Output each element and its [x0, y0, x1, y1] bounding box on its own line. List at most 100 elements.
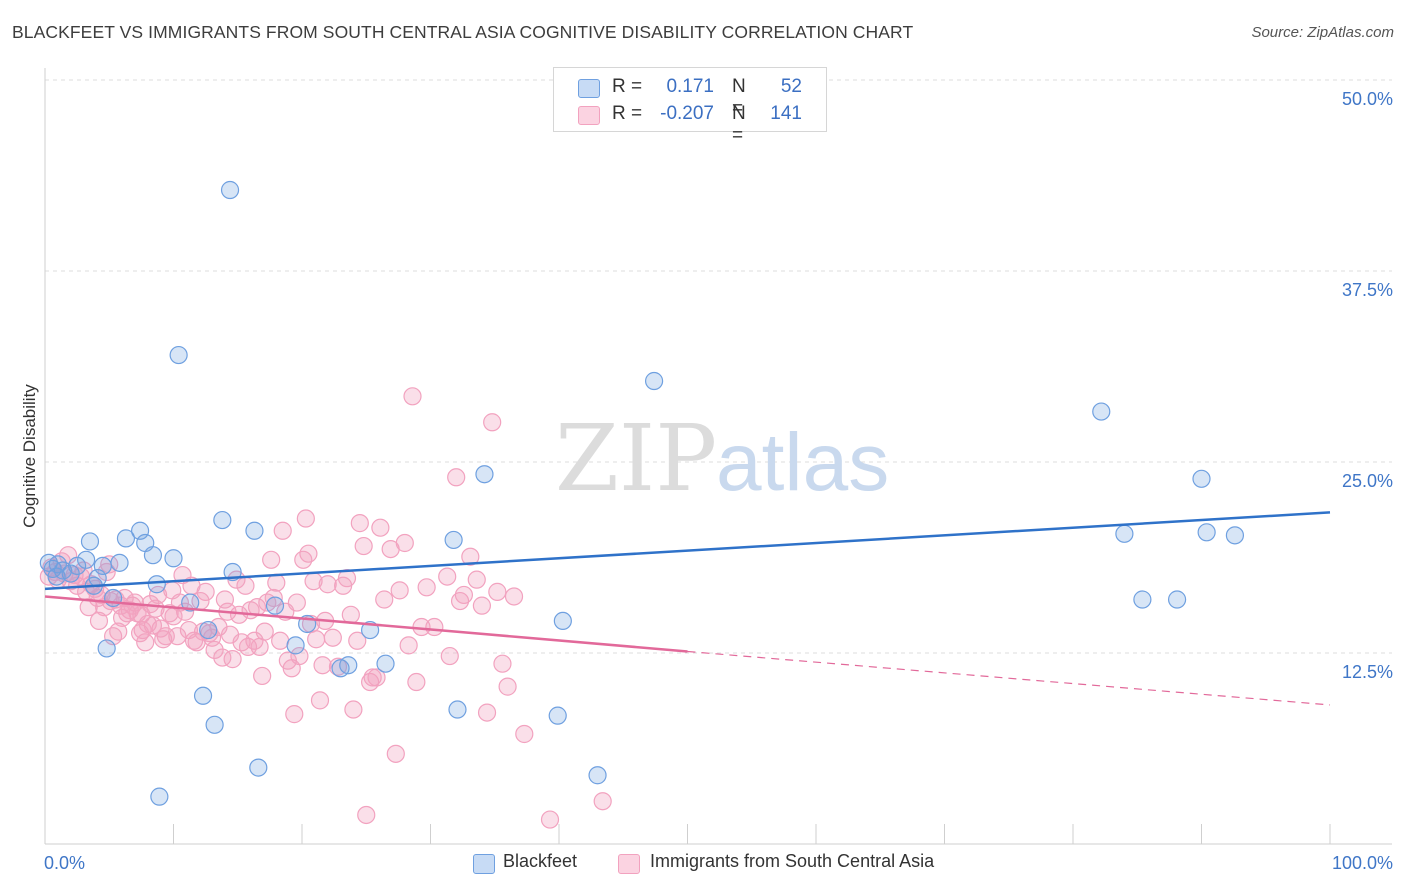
blackfeet-point — [1167, 590, 1187, 609]
immigrants-point — [375, 590, 394, 609]
immigrants-point — [395, 533, 414, 553]
immigrants-point — [350, 514, 369, 533]
source-label: Source: ZipAtlas.com — [1251, 24, 1394, 41]
x-tick-label-min: 0.0% — [44, 853, 85, 873]
legend-r-value: -0.207 — [660, 103, 714, 124]
y-tick-label: 50.0% — [1342, 89, 1393, 109]
immigrants-point — [454, 585, 474, 605]
immigrants-point — [371, 518, 390, 537]
blackfeet-point — [68, 556, 87, 576]
y-tick-label: 12.5% — [1342, 662, 1393, 682]
blackfeet-point — [116, 529, 136, 548]
blackfeet-point — [1192, 469, 1211, 488]
legend-n-value: 141 — [770, 103, 802, 124]
blackfeet-point — [644, 371, 664, 391]
trend-lines — [44, 511, 1331, 706]
blackfeet-point — [193, 686, 213, 705]
immigrants-point — [310, 691, 330, 710]
blackfeet-point — [265, 596, 285, 615]
y-axis-label: Cognitive Disability — [20, 384, 39, 528]
immigrants-point — [341, 605, 360, 624]
blackfeet-point — [150, 787, 169, 806]
immigrants-trend-line-extrapolated — [687, 650, 1331, 706]
tick-labels: 12.5% 25.0% 37.5% 50.0% 0.0% 100.0% — [44, 89, 1393, 873]
immigrants-point — [299, 544, 318, 563]
x-tick-label-max: 100.0% — [1332, 853, 1393, 873]
blackfeet-point — [169, 345, 188, 365]
immigrants-point — [136, 633, 155, 652]
blackfeet-point — [143, 546, 163, 565]
immigrants-point — [313, 656, 332, 675]
legend-r-label: R = — [612, 76, 643, 97]
blackfeet-point — [475, 465, 494, 484]
blackfeet-point — [164, 549, 183, 568]
immigrants-point — [425, 617, 444, 637]
blackfeet-point — [110, 553, 129, 572]
blackfeet-point — [1225, 526, 1245, 545]
legend-r-value: 0.171 — [666, 76, 714, 97]
immigrants-point — [493, 654, 512, 673]
legend: R = 0.171 N = 52 R = -0.207 N = 141 — [553, 67, 827, 146]
bottom-legend-immigrants: Immigrants from South Central Asia — [650, 851, 935, 871]
immigrants-point — [168, 627, 187, 646]
immigrants-point — [593, 792, 612, 811]
immigrants-point — [323, 628, 342, 647]
y-tick-label: 37.5% — [1342, 280, 1393, 300]
blackfeet-point — [77, 550, 96, 569]
immigrants-point — [354, 536, 373, 556]
chart-title: BLACKFEET VS IMMIGRANTS FROM SOUTH CENTR… — [12, 22, 914, 42]
grid-lines — [45, 79, 1392, 654]
blackfeet-point — [147, 575, 166, 594]
blackfeet-point — [220, 180, 240, 200]
immigrants-point — [267, 573, 286, 592]
immigrants-point — [403, 387, 422, 406]
immigrants-point — [438, 567, 457, 586]
blackfeet-point — [199, 620, 218, 640]
immigrants-point — [89, 611, 109, 631]
blackfeet-point — [553, 611, 572, 631]
immigrants-point — [363, 668, 382, 687]
immigrants-point — [498, 677, 517, 696]
immigrants-point — [447, 468, 466, 487]
immigrants-point — [467, 570, 486, 589]
immigrants-point — [477, 703, 497, 722]
immigrants-point — [236, 576, 255, 595]
immigrants-point — [271, 631, 290, 650]
bottom-legend-swatch-immigrants — [618, 854, 640, 874]
immigrants-point — [285, 705, 304, 724]
immigrants-point — [472, 596, 491, 615]
series-immigrants-points — [39, 387, 612, 829]
blackfeet-point — [80, 532, 100, 551]
blackfeet-point — [213, 510, 232, 530]
blackfeet-point — [1115, 524, 1134, 543]
axes — [44, 68, 1392, 845]
immigrants-point — [348, 631, 367, 650]
immigrants-point — [390, 581, 409, 600]
blackfeet-point — [1133, 590, 1152, 609]
immigrants-point — [109, 622, 128, 641]
legend-n-value: 52 — [780, 76, 802, 97]
immigrants-point — [296, 509, 315, 528]
blackfeet-point — [97, 639, 116, 658]
legend-r-label: R = — [612, 103, 643, 124]
legend-swatch-immigrants — [578, 106, 600, 125]
immigrants-point — [367, 668, 386, 687]
blackfeet-point — [286, 636, 305, 655]
immigrants-point — [154, 630, 173, 649]
blackfeet-point — [93, 556, 112, 576]
immigrants-point — [386, 744, 405, 763]
legend-swatch-blackfeet — [578, 79, 600, 98]
immigrants-point — [250, 637, 269, 656]
blackfeet-point — [1197, 523, 1216, 542]
immigrants-point — [196, 582, 215, 601]
immigrants-point — [357, 805, 376, 825]
immigrants-point — [255, 622, 274, 641]
immigrants-point — [307, 630, 326, 649]
immigrants-point — [540, 810, 560, 829]
immigrants-trend-line — [44, 595, 688, 653]
bottom-legend-swatch-blackfeet — [473, 854, 495, 874]
blackfeet-point — [205, 715, 224, 734]
blackfeet-point — [245, 521, 264, 540]
immigrants-point — [205, 640, 224, 660]
